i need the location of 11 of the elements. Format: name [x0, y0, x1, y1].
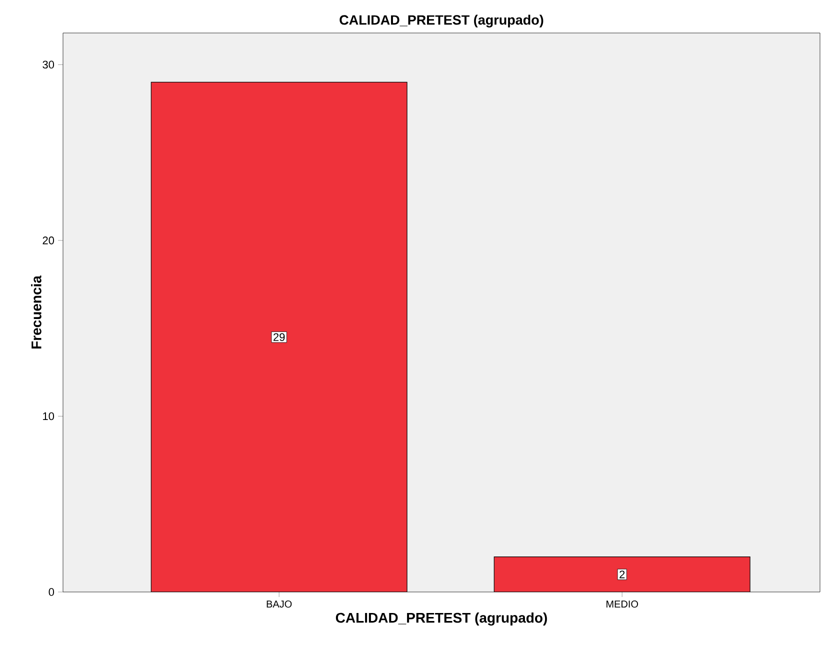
chart-title: CALIDAD_PRETEST (agrupado): [340, 14, 544, 28]
data-label: 2: [620, 570, 625, 578]
y-tick-label: 10: [43, 412, 54, 420]
y-axis-title: Frecuencia: [31, 275, 42, 349]
data-label: 29: [274, 333, 285, 341]
y-tick-label: 30: [42, 60, 54, 69]
y-tick-label: 20: [42, 236, 54, 244]
x-tick-label: BAJO: [266, 600, 292, 608]
x-tick-label: MEDIO: [606, 600, 638, 608]
y-tick-label: 0: [48, 588, 54, 596]
x-axis-title: CALIDAD_PRETEST (agrupado): [336, 612, 547, 626]
